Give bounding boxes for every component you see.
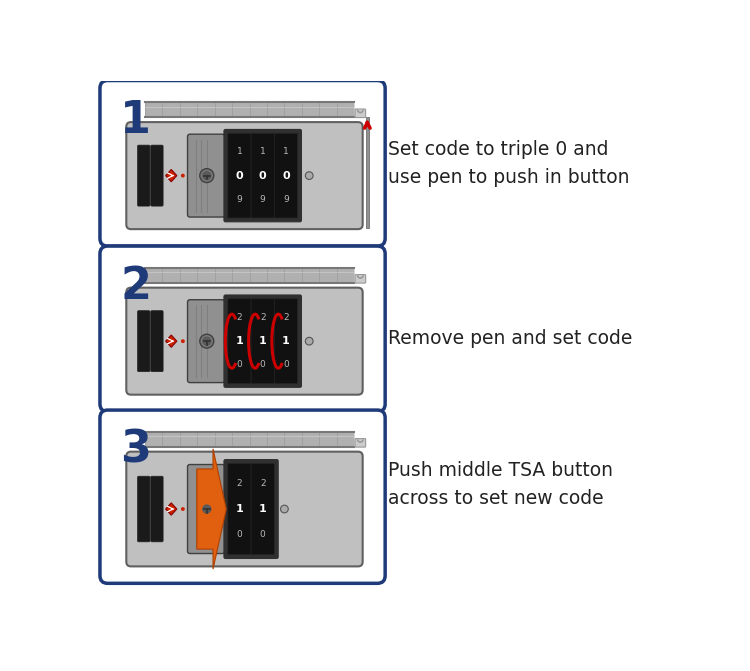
Text: 1: 1	[282, 336, 290, 346]
Text: 1: 1	[260, 148, 266, 156]
Text: 0: 0	[236, 360, 242, 369]
Bar	[145, 102, 354, 117]
FancyBboxPatch shape	[126, 452, 363, 566]
Text: 3: 3	[120, 429, 151, 472]
FancyBboxPatch shape	[151, 311, 163, 372]
Text: 1: 1	[236, 504, 243, 514]
Polygon shape	[196, 449, 226, 569]
FancyBboxPatch shape	[100, 246, 386, 411]
FancyBboxPatch shape	[251, 464, 274, 555]
FancyBboxPatch shape	[151, 476, 163, 541]
FancyBboxPatch shape	[274, 299, 298, 384]
Text: 1: 1	[120, 99, 151, 142]
FancyBboxPatch shape	[224, 460, 278, 558]
Polygon shape	[166, 503, 177, 515]
Circle shape	[305, 338, 313, 345]
Bar	[145, 268, 354, 283]
Text: 1: 1	[236, 336, 243, 346]
FancyBboxPatch shape	[100, 81, 386, 246]
Text: 2: 2	[237, 313, 242, 322]
Circle shape	[181, 340, 184, 343]
Circle shape	[200, 168, 214, 183]
Text: 1: 1	[259, 504, 266, 514]
Text: 2: 2	[260, 313, 266, 322]
FancyBboxPatch shape	[137, 311, 150, 372]
Circle shape	[202, 171, 211, 180]
Text: 0: 0	[260, 530, 266, 539]
Bar	[145, 431, 354, 447]
FancyBboxPatch shape	[274, 134, 298, 218]
Circle shape	[202, 337, 211, 346]
Text: 9: 9	[236, 195, 242, 204]
Polygon shape	[166, 170, 177, 182]
Text: 2: 2	[284, 313, 289, 322]
FancyBboxPatch shape	[188, 464, 225, 554]
FancyBboxPatch shape	[228, 464, 251, 555]
FancyBboxPatch shape	[151, 145, 163, 206]
Text: Remove pen and set code: Remove pen and set code	[388, 329, 632, 348]
Bar	[366, 117, 369, 228]
Text: 1: 1	[259, 336, 266, 346]
FancyBboxPatch shape	[228, 134, 251, 218]
Circle shape	[200, 502, 214, 516]
Circle shape	[202, 505, 211, 513]
Circle shape	[280, 505, 288, 513]
Text: 2: 2	[237, 479, 242, 488]
FancyBboxPatch shape	[355, 274, 366, 283]
Text: 1: 1	[236, 148, 242, 156]
Text: 0: 0	[282, 170, 290, 180]
Circle shape	[305, 172, 313, 179]
Text: 0: 0	[260, 360, 266, 369]
Text: Push middle TSA button
across to set new code: Push middle TSA button across to set new…	[388, 461, 614, 508]
FancyBboxPatch shape	[228, 299, 251, 384]
FancyBboxPatch shape	[137, 145, 150, 206]
Text: 0: 0	[259, 170, 266, 180]
Text: 1: 1	[283, 148, 289, 156]
FancyBboxPatch shape	[188, 300, 225, 382]
FancyBboxPatch shape	[188, 134, 225, 217]
Circle shape	[181, 174, 184, 178]
FancyBboxPatch shape	[355, 439, 366, 447]
Polygon shape	[166, 335, 177, 348]
FancyBboxPatch shape	[251, 134, 274, 218]
Text: 0: 0	[236, 170, 243, 180]
FancyBboxPatch shape	[126, 288, 363, 395]
FancyBboxPatch shape	[137, 476, 150, 541]
Text: 9: 9	[260, 195, 266, 204]
FancyBboxPatch shape	[126, 122, 363, 229]
FancyBboxPatch shape	[224, 295, 302, 387]
Circle shape	[181, 507, 184, 511]
Text: 2: 2	[260, 479, 266, 488]
Circle shape	[200, 334, 214, 348]
Text: 0: 0	[283, 360, 289, 369]
Text: Set code to triple 0 and
use pen to push in button: Set code to triple 0 and use pen to push…	[388, 140, 630, 187]
FancyBboxPatch shape	[251, 299, 274, 384]
Text: 2: 2	[120, 264, 151, 307]
FancyBboxPatch shape	[355, 109, 366, 117]
Text: 9: 9	[283, 195, 289, 204]
Text: 0: 0	[236, 530, 242, 539]
FancyBboxPatch shape	[100, 410, 386, 583]
FancyBboxPatch shape	[224, 130, 302, 222]
